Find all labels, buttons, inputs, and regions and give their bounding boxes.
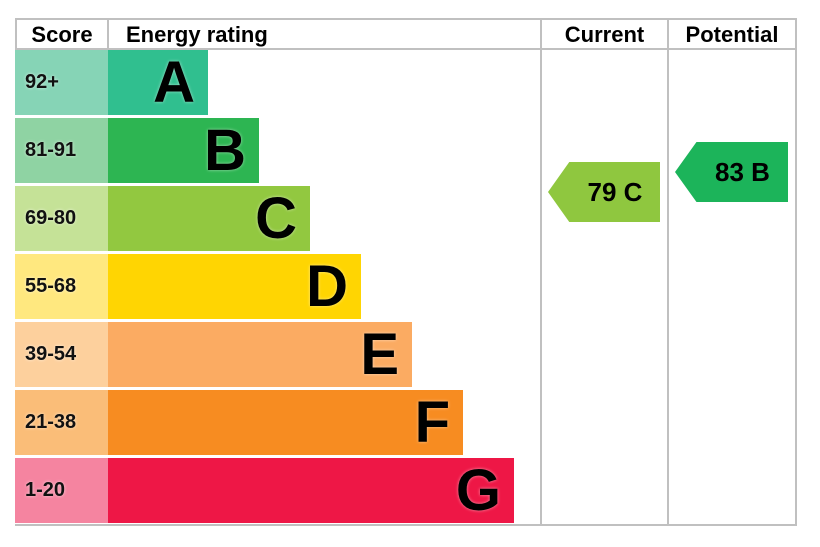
grid-line-bottom bbox=[15, 524, 797, 526]
rating-band-row-a: 92+ A bbox=[15, 50, 540, 118]
rating-band-row-e: 39-54 E bbox=[15, 322, 540, 390]
rating-bar-c: C bbox=[108, 186, 310, 254]
grid-line-current-column bbox=[540, 18, 542, 526]
rating-band-row-g: 1-20 G bbox=[15, 458, 540, 526]
grid-line-right bbox=[795, 18, 797, 526]
score-range-a: 92+ bbox=[15, 50, 108, 118]
potential-rating-label: 83 B bbox=[715, 156, 770, 187]
current-column-header: Current bbox=[564, 21, 645, 47]
grid-line-header-bottom bbox=[15, 48, 797, 50]
energy-rating-column-header: Energy rating bbox=[126, 21, 268, 47]
rating-bar-a: A bbox=[108, 50, 208, 118]
rating-band-row-d: 55-68 D bbox=[15, 254, 540, 322]
rating-bar-f: F bbox=[108, 390, 463, 458]
rating-bar-d: D bbox=[108, 254, 361, 322]
score-range-f: 21-38 bbox=[15, 390, 108, 458]
rating-band-row-b: 81-91 B bbox=[15, 118, 540, 186]
grid-line-score-separator bbox=[107, 18, 109, 50]
rating-bar-b: B bbox=[108, 118, 259, 186]
rating-band-row-f: 21-38 F bbox=[15, 390, 540, 458]
score-range-e: 39-54 bbox=[15, 322, 108, 390]
score-column-header: Score bbox=[31, 21, 93, 47]
rating-bar-e: E bbox=[108, 322, 412, 390]
score-range-d: 55-68 bbox=[15, 254, 108, 322]
potential-rating-arrow: 83 B bbox=[675, 142, 788, 202]
grid-line-top bbox=[15, 18, 797, 20]
rating-band-row-c: 69-80 C bbox=[15, 186, 540, 254]
current-rating-label: 79 C bbox=[587, 176, 643, 207]
grid-line-header-left bbox=[15, 18, 17, 50]
rating-bar-g: G bbox=[108, 458, 514, 526]
score-range-g: 1-20 bbox=[15, 458, 108, 526]
score-range-b: 81-91 bbox=[15, 118, 108, 186]
score-range-c: 69-80 bbox=[15, 186, 108, 254]
current-rating-arrow: 79 C bbox=[548, 162, 660, 222]
grid-line-potential-column bbox=[667, 18, 669, 526]
rating-bands: 92+ A 81-91 B 69-80 C 55-68 D 39-54 E 21-38 F 1-20 G bbox=[15, 50, 540, 526]
potential-column-header: Potential bbox=[685, 21, 779, 47]
